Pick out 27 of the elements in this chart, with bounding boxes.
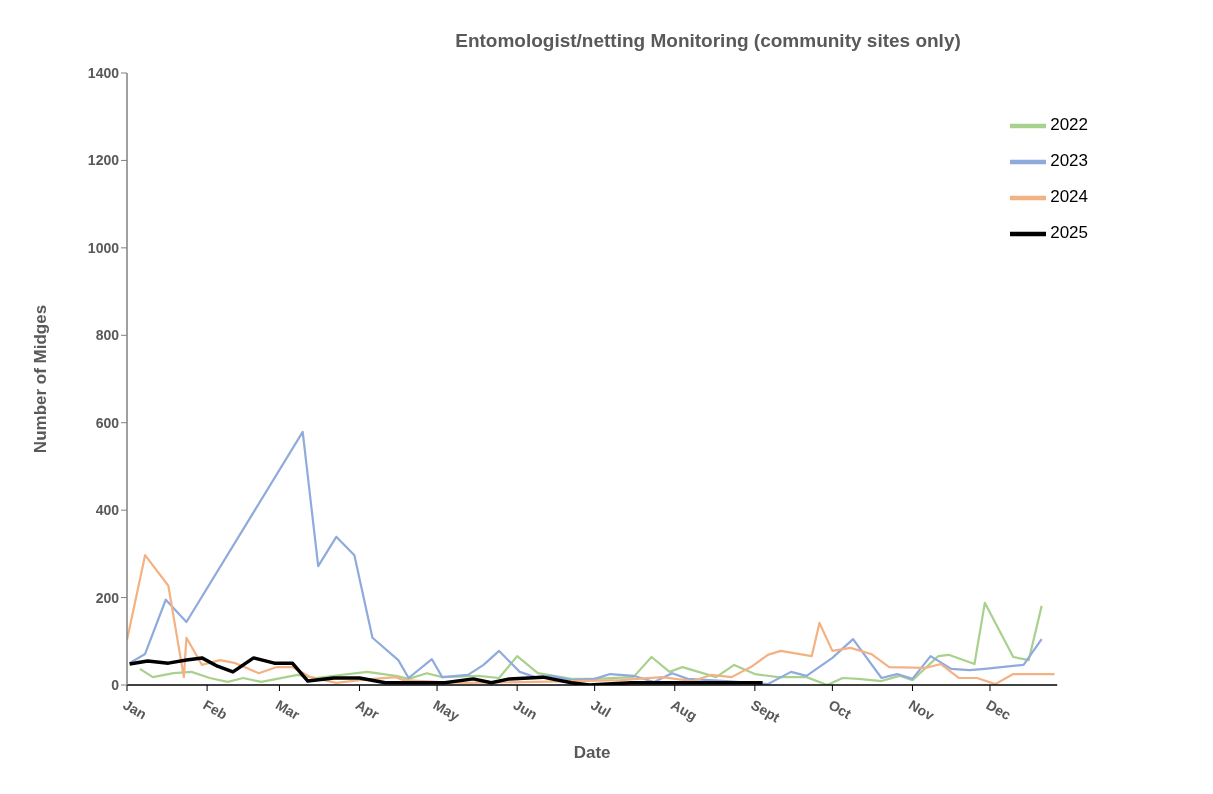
x-tick-label: Nov xyxy=(905,696,938,724)
y-tick-label: 0 xyxy=(111,676,120,693)
x-tick-label: Sept xyxy=(748,696,783,726)
x-tick-label: Feb xyxy=(200,696,231,723)
x-tick-label: Aug xyxy=(668,696,700,724)
y-tick-label: 400 xyxy=(95,502,120,519)
x-tick-label: Apr xyxy=(353,696,383,723)
y-tick-label: 1400 xyxy=(87,64,120,81)
x-tick-label: May xyxy=(430,696,463,724)
y-tick-label: 1200 xyxy=(87,152,120,169)
chart-title: Entomologist/netting Monitoring (community sites only) xyxy=(454,30,962,52)
y-tick-label: 200 xyxy=(95,589,120,606)
x-tick-label: Jun xyxy=(510,696,541,723)
x-tick-label: Mar xyxy=(272,696,303,723)
x-tick-label: Dec xyxy=(983,696,1014,724)
legend-label: 2022 xyxy=(1050,115,1088,135)
x-axis-title: Date xyxy=(573,743,611,762)
x-tick-label: Jan xyxy=(120,696,150,723)
y-axis-title: Number of Midges xyxy=(31,304,51,454)
x-tick-label: Jul xyxy=(588,696,614,721)
x-tick-label: Oct xyxy=(825,696,855,723)
y-tick-label: 1000 xyxy=(87,239,120,256)
y-tick-label: 600 xyxy=(95,414,120,431)
legend-label: 2024 xyxy=(1050,187,1088,207)
legend-label: 2023 xyxy=(1050,151,1088,171)
legend-label: 2025 xyxy=(1050,223,1088,243)
y-tick-label: 800 xyxy=(95,327,120,344)
